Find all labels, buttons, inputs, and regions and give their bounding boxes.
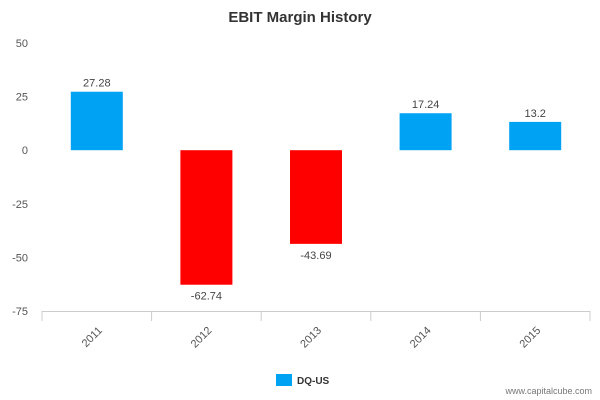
x-tick-label: 2014 <box>408 325 434 351</box>
x-tick-label: 2011 <box>80 325 105 350</box>
bar-2014[interactable] <box>399 113 452 151</box>
y-tick-label: 0 <box>22 145 28 157</box>
legend-swatch[interactable] <box>276 374 292 386</box>
y-tick-label: -25 <box>12 199 28 211</box>
data-label-2013: -43.69 <box>300 250 331 262</box>
bar-2011[interactable] <box>70 91 123 151</box>
data-label-2015: 13.2 <box>524 108 545 120</box>
legend-label[interactable]: DQ-US <box>297 376 330 387</box>
x-axis-ticks <box>41 311 591 321</box>
bar-series-dq-us <box>70 91 562 285</box>
data-label-2014: 17.24 <box>412 99 440 111</box>
legend[interactable]: DQ-US <box>276 374 330 387</box>
x-tick-label: 2015 <box>518 325 544 351</box>
bar-2015[interactable] <box>509 121 562 151</box>
bar-2012[interactable] <box>180 150 233 285</box>
data-label-2011: 27.28 <box>83 78 111 90</box>
y-axis-tick-labels: 50 25 0 -25 -50 -75 <box>12 38 28 318</box>
y-tick-label: 25 <box>16 92 28 104</box>
x-axis-tick-labels: 2011 2012 2013 2014 2015 <box>80 325 544 351</box>
y-tick-label: -75 <box>12 306 28 318</box>
bar-2013[interactable] <box>290 150 342 244</box>
data-labels: 27.28 -62.74 -43.69 17.24 13.2 <box>83 78 546 303</box>
data-label-2012: -62.74 <box>191 291 222 303</box>
credit-text: www.capitalcube.com <box>504 386 592 396</box>
x-tick-label: 2013 <box>298 325 324 351</box>
y-tick-label: -50 <box>12 252 28 264</box>
chart-title: EBIT Margin History <box>228 9 372 26</box>
y-tick-label: 50 <box>16 38 28 50</box>
x-tick-label: 2012 <box>189 325 215 351</box>
